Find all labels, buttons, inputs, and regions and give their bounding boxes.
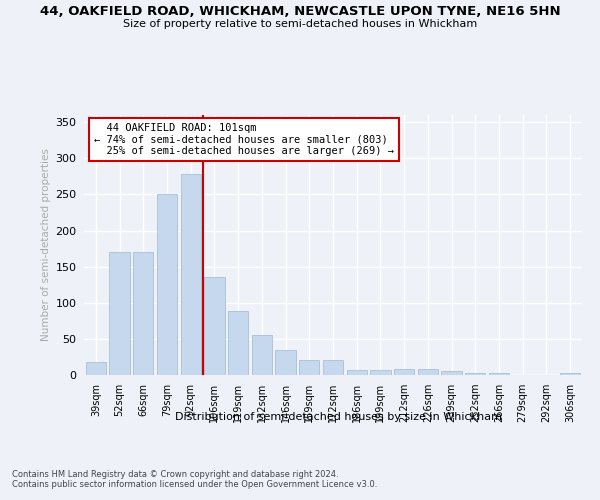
Bar [252,336,272,375]
Bar [370,370,391,375]
Text: Distribution of semi-detached houses by size in Whickham: Distribution of semi-detached houses by … [175,412,502,422]
Bar [181,174,201,375]
Bar [299,360,319,375]
Bar [418,368,438,375]
Y-axis label: Number of semi-detached properties: Number of semi-detached properties [41,148,51,342]
Bar [228,312,248,375]
Text: Contains HM Land Registry data © Crown copyright and database right 2024.
Contai: Contains HM Land Registry data © Crown c… [12,470,377,490]
Bar [394,368,414,375]
Bar [323,360,343,375]
Bar [133,252,154,375]
Bar [560,373,580,375]
Bar [347,370,367,375]
Bar [465,373,485,375]
Bar [86,362,106,375]
Bar [442,370,461,375]
Bar [109,252,130,375]
Bar [205,277,224,375]
Text: Size of property relative to semi-detached houses in Whickham: Size of property relative to semi-detach… [123,19,477,29]
Bar [489,373,509,375]
Text: 44, OAKFIELD ROAD, WHICKHAM, NEWCASTLE UPON TYNE, NE16 5HN: 44, OAKFIELD ROAD, WHICKHAM, NEWCASTLE U… [40,5,560,18]
Bar [275,350,296,375]
Bar [157,194,177,375]
Text: 44 OAKFIELD ROAD: 101sqm
← 74% of semi-detached houses are smaller (803)
  25% o: 44 OAKFIELD ROAD: 101sqm ← 74% of semi-d… [94,123,394,156]
